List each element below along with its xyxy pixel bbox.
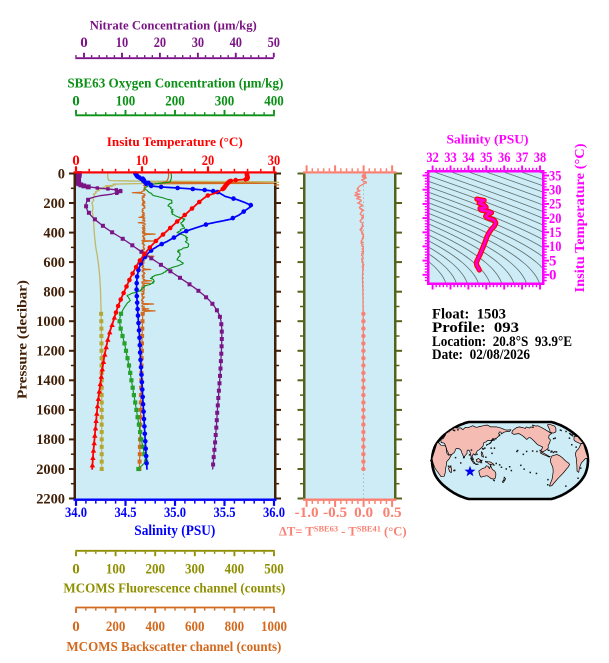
svg-text:300: 300: [215, 93, 235, 109]
svg-text:Insitu Temperature (°C): Insitu Temperature (°C): [107, 135, 243, 149]
svg-text:ΔT= TSBE63 - TSBE41 (°C): ΔT= TSBE63 - TSBE41 (°C): [279, 524, 407, 538]
svg-text:0: 0: [72, 93, 80, 109]
svg-text:30: 30: [268, 153, 280, 169]
svg-text:-1.0: -1.0: [295, 505, 319, 521]
svg-text:33: 33: [444, 150, 456, 166]
svg-text:0: 0: [72, 562, 80, 578]
svg-text:MCOMS Fluorescence channel (co: MCOMS Fluorescence channel (counts): [63, 581, 285, 597]
svg-text:800: 800: [43, 285, 65, 301]
svg-text:36.0: 36.0: [263, 505, 285, 521]
svg-text:2200: 2200: [36, 491, 65, 507]
svg-text:40: 40: [230, 35, 242, 51]
svg-text:0: 0: [80, 35, 88, 51]
svg-text:1600: 1600: [36, 403, 65, 419]
svg-text:400: 400: [145, 619, 165, 635]
svg-text:10: 10: [116, 35, 128, 51]
svg-text:400: 400: [43, 225, 65, 241]
svg-text:600: 600: [185, 619, 205, 635]
svg-text:Profile: 093: Profile: 093: [432, 320, 519, 336]
svg-text:800: 800: [225, 619, 245, 635]
svg-text:Date: 02/08/2026: Date: 02/08/2026: [432, 347, 530, 363]
svg-text:400: 400: [225, 562, 245, 578]
svg-text:36: 36: [498, 150, 511, 166]
svg-text:10: 10: [549, 239, 561, 255]
svg-text:0.0: 0.0: [354, 505, 373, 521]
svg-text:25: 25: [549, 197, 561, 213]
svg-text:500: 500: [264, 562, 284, 578]
svg-text:Insitu Temperature (°C): Insitu Temperature (°C): [572, 144, 587, 293]
svg-text:20: 20: [202, 153, 214, 169]
svg-text:400: 400: [264, 93, 284, 109]
svg-text:1200: 1200: [36, 344, 65, 360]
svg-text:35: 35: [549, 168, 561, 184]
svg-text:600: 600: [43, 255, 65, 271]
svg-text:300: 300: [185, 562, 205, 578]
svg-text:1800: 1800: [36, 432, 65, 448]
svg-text:30: 30: [549, 183, 561, 199]
svg-text:0: 0: [72, 619, 80, 635]
svg-text:0.5: 0.5: [383, 505, 402, 521]
svg-text:200: 200: [106, 619, 126, 635]
svg-text:0: 0: [549, 268, 557, 284]
svg-text:2000: 2000: [36, 462, 65, 478]
svg-text:20: 20: [549, 211, 561, 227]
svg-text:34.0: 34.0: [65, 505, 87, 521]
svg-text:5: 5: [549, 253, 557, 269]
svg-text:Pressure (decibar): Pressure (decibar): [15, 280, 30, 399]
svg-text:200: 200: [145, 562, 165, 578]
svg-text:34: 34: [462, 150, 475, 166]
svg-text:200: 200: [165, 93, 185, 109]
svg-text:0: 0: [72, 153, 80, 169]
svg-text:-0.5: -0.5: [323, 505, 347, 521]
svg-text:Nitrate Concentration (µm/kg): Nitrate Concentration (µm/kg): [90, 19, 257, 33]
svg-text:0: 0: [58, 166, 65, 182]
svg-text:MCOMS Backscatter channel (cou: MCOMS Backscatter channel (counts): [66, 639, 281, 655]
svg-text:32: 32: [426, 150, 438, 166]
svg-text:Location: 20.8°S 93.9°E: Location: 20.8°S 93.9°E: [432, 334, 572, 350]
svg-text:30: 30: [192, 35, 204, 51]
svg-text:34.5: 34.5: [115, 505, 137, 521]
svg-text:1000: 1000: [261, 619, 287, 635]
svg-text:Salinity (PSU): Salinity (PSU): [134, 523, 215, 539]
svg-text:100: 100: [116, 93, 136, 109]
svg-text:Salinity (PSU): Salinity (PSU): [447, 132, 529, 147]
svg-text:38: 38: [534, 150, 546, 166]
svg-text:35.0: 35.0: [164, 505, 186, 521]
svg-text:20: 20: [154, 35, 166, 51]
svg-text:1000: 1000: [36, 314, 65, 330]
svg-text:100: 100: [106, 562, 126, 578]
svg-text:200: 200: [43, 196, 65, 212]
svg-text:35.5: 35.5: [214, 505, 236, 521]
svg-text:1400: 1400: [36, 373, 65, 389]
svg-text:15: 15: [549, 225, 561, 241]
svg-text:10: 10: [136, 153, 148, 169]
svg-text:SBE63 Oxygen Concentration (µm: SBE63 Oxygen Concentration (µm/kg): [67, 76, 283, 91]
svg-text:35: 35: [480, 150, 492, 166]
svg-text:Float: 1503: Float: 1503: [432, 306, 506, 322]
svg-text:37: 37: [516, 150, 529, 166]
svg-text:50: 50: [268, 35, 280, 51]
